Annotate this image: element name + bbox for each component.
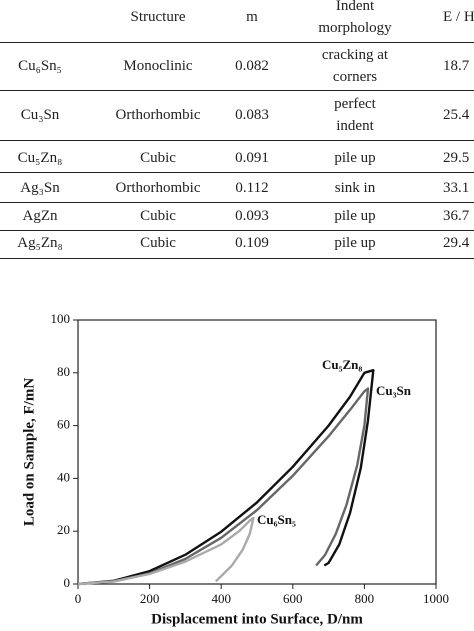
table-cell: 0.083 (235, 107, 269, 123)
y-axis-label: Load on Sample, F/mN (21, 378, 37, 527)
x-tick-label: 0 (75, 591, 82, 606)
table-rule (0, 230, 474, 231)
series-label: Cu₃Sn (376, 383, 412, 398)
table-cell: perfect indent (334, 96, 376, 134)
table-cell: pile up (334, 150, 376, 166)
y-tick-label: 40 (57, 469, 70, 484)
table-rule (0, 90, 474, 91)
table-rule (0, 258, 474, 260)
y-tick-label: 60 (57, 417, 70, 432)
y-tick-label: 0 (64, 575, 71, 590)
table-cell: 0.091 (235, 150, 269, 166)
table-cell: m (246, 9, 258, 25)
x-tick-label: 1000 (423, 591, 449, 606)
table-cell: E / H (443, 9, 474, 25)
table-cell: Cubic (140, 235, 176, 251)
table-cell: 0.093 (235, 208, 269, 224)
table-cell: 0.082 (235, 58, 269, 74)
table-cell: Ag₃Sn (20, 180, 60, 196)
table-cell: Indent morphology (318, 0, 392, 36)
table-cell: 29.4 (443, 235, 470, 251)
table-cell: Ag₅Zn₈ (17, 235, 63, 251)
table-cell: cracking at corners (321, 47, 389, 85)
table-cell: Structure (130, 9, 186, 25)
x-tick-label: 800 (355, 591, 375, 606)
table-cell: Cu₅Zn₈ (17, 150, 63, 166)
y-tick-label: 20 (57, 522, 70, 537)
table-cell: 29.5 (443, 150, 470, 166)
x-axis-label: Displacement into Surface, D/nm (151, 611, 363, 627)
series-line (77, 516, 255, 586)
series-label: Cu₆Sn₅ (257, 512, 296, 527)
table-cell: pile up (334, 235, 376, 251)
y-tick-label: 80 (57, 364, 70, 379)
series-label: Cu₅Zn₈ (322, 357, 362, 372)
table-rule (0, 202, 474, 203)
table-cell: 33.1 (443, 180, 470, 196)
series-line (77, 369, 375, 586)
x-tick-label: 200 (140, 591, 160, 606)
table-cell: sink in (334, 180, 376, 196)
table-cell: Cu₆Sn₅ (18, 58, 62, 74)
table-cell: Cubic (140, 208, 176, 224)
table-cell: Orthorhombic (115, 180, 201, 196)
series-line (77, 387, 370, 586)
y-tick-label: 100 (51, 311, 71, 326)
table-cell: 36.7 (443, 208, 470, 224)
table-cell: pile up (334, 208, 376, 224)
table-rule (0, 42, 474, 44)
x-tick-label: 600 (283, 591, 303, 606)
table-cell: Monoclinic (123, 58, 193, 74)
table-cell: 0.112 (235, 180, 269, 196)
table-cell: 0.109 (235, 235, 269, 251)
table-cell: 25.4 (443, 107, 470, 123)
x-tick-label: 400 (211, 591, 231, 606)
table-cell: Orthorhombic (115, 107, 201, 123)
table-cell: 18.7 (443, 58, 470, 74)
table-rule (0, 172, 474, 173)
table-cell: Cubic (140, 150, 176, 166)
table-cell: Cu₃Sn (20, 107, 60, 123)
table-cell: AgZn (22, 208, 58, 224)
plot-frame (77, 319, 437, 585)
table-rule (0, 140, 474, 141)
